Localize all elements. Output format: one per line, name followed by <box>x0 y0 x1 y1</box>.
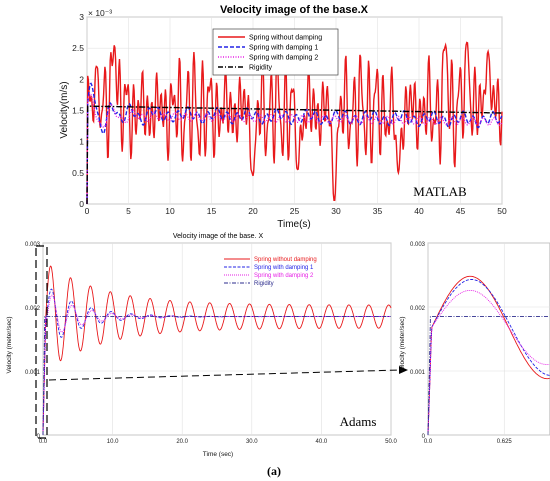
adams-legend-label-1: Spring without damping <box>254 257 317 263</box>
zoom-y-tick-label: 0.002 <box>410 306 426 312</box>
matlab-x-tick-label: 25 <box>290 206 300 216</box>
adams-x-tick-label: 0.0 <box>39 439 48 445</box>
adams-y-axis-label: Velocity (meter/sec) <box>6 316 13 373</box>
adams-series-spring-with-damping-2 <box>42 294 391 436</box>
matlab-x-tick-label: 50 <box>497 206 507 216</box>
matlab-tag: MATLAB <box>413 184 467 199</box>
adams-y-tick-label: 0.002 <box>25 306 41 312</box>
zoom-plot-area <box>427 242 550 436</box>
adams-x-axis-label: Time (sec) <box>203 451 233 458</box>
adams-x-ticks: 0.0 10.0 20.0 30.0 40.0 50.0 <box>39 439 398 445</box>
matlab-y-tick-label: 0.5 <box>72 168 84 178</box>
matlab-chart: 0 5 10 15 20 25 30 35 40 45 50 0 0.5 1 1.5 2 2.5 3 Veloc… <box>59 4 507 230</box>
adams-legend: Spring without damping Spring with dampi… <box>224 257 317 287</box>
matlab-x-tick-label: 45 <box>456 206 466 216</box>
zoom-grid <box>427 242 550 436</box>
zoom-y-tick-label: 0.001 <box>410 370 426 376</box>
figure-caption: (a) <box>267 464 281 478</box>
zoom-arrow-head <box>399 366 408 374</box>
series-spring-with-damping-2 <box>86 92 503 205</box>
adams-title: Velocity image of the base. X <box>173 233 264 240</box>
matlab-y-tick-label: 2 <box>79 74 84 84</box>
zoom-arrow-line <box>48 369 401 381</box>
matlab-x-tick-label: 40 <box>414 206 424 216</box>
matlab-title: Velocity image of the base.X <box>220 4 369 16</box>
matlab-x-tick-label: 10 <box>165 206 175 216</box>
matlab-y-axis-label: Velocity(m/s) <box>59 81 70 138</box>
zoom-y-tick-label: 0.003 <box>410 242 426 248</box>
adams-y-ticks: 0 0.001 0.002 0.003 <box>25 242 41 440</box>
zoom-y-ticks: 0 0.001 0.002 0.003 <box>410 242 426 440</box>
matlab-x-tick-label: 0 <box>85 206 90 216</box>
zoom-x-ticks: 0.0 0.625 <box>424 439 513 445</box>
matlab-exponent-label: × 10⁻³ <box>88 8 112 18</box>
adams-legend-label-3: Spring with damping 2 <box>254 273 314 279</box>
adams-zoom-chart: 0.0 0.625 0 0.001 0.002 0.003 Velocity (mete… <box>399 242 550 445</box>
zoom-series-spring-without-damping <box>427 275 550 436</box>
adams-grid <box>42 242 392 436</box>
matlab-legend: Spring without damping Spring with dampi… <box>212 28 339 76</box>
adams-series <box>42 265 392 436</box>
adams-x-tick-label: 10.0 <box>107 439 119 445</box>
matlab-x-tick-label: 5 <box>126 206 131 216</box>
adams-tag: Adams <box>340 414 377 429</box>
adams-x-tick-label: 20.0 <box>176 439 188 445</box>
matlab-y-ticks: 0 0.5 1 1.5 2 2.5 3 <box>72 12 84 209</box>
matlab-legend-label-2: Spring with damping 1 <box>249 45 318 52</box>
matlab-y-tick-label: 0 <box>79 199 84 209</box>
matlab-x-tick-label: 20 <box>248 206 258 216</box>
adams-plot-area <box>42 242 392 436</box>
zoom-series-rigidity <box>427 316 550 436</box>
matlab-legend-label-1: Spring without damping <box>249 35 322 42</box>
adams-y-tick-label: 0.003 <box>25 242 41 248</box>
zoom-x-tick-label: 0.0 <box>424 439 433 445</box>
matlab-x-axis-label: Time(s) <box>277 219 311 230</box>
zoom-highlight-box <box>35 245 48 439</box>
adams-x-tick-label: 50.0 <box>385 439 397 445</box>
matlab-y-tick-label: 2.5 <box>72 43 84 53</box>
adams-series-rigidity <box>42 316 391 436</box>
matlab-y-tick-label: 3 <box>79 12 84 22</box>
zoom-series-spring-with-damping-1 <box>427 279 550 436</box>
matlab-y-tick-label: 1 <box>79 137 84 147</box>
matlab-legend-label-4: Rigidity <box>249 65 272 72</box>
matlab-x-tick-label: 15 <box>207 206 217 216</box>
adams-legend-label-2: Spring with damping 1 <box>254 265 314 271</box>
zoom-y-tick-label: 0 <box>422 434 426 440</box>
matlab-x-tick-label: 35 <box>373 206 383 216</box>
adams-chart: 0.0 10.0 20.0 30.0 40.0 50.0 0 0.001 0.002 0.003… <box>6 233 408 458</box>
series-rigidity <box>86 105 502 205</box>
adams-series-spring-without-damping <box>42 265 392 436</box>
adams-y-tick-label: 0 <box>37 434 41 440</box>
matlab-x-tick-label: 30 <box>331 206 341 216</box>
matlab-y-tick-label: 1.5 <box>72 106 84 116</box>
adams-x-tick-label: 30.0 <box>246 439 258 445</box>
adams-y-tick-label: 0.001 <box>25 370 41 376</box>
zoom-y-axis-label: Velocity (meter/sec) <box>399 316 406 373</box>
series-spring-without-damping <box>86 41 503 205</box>
zoom-series <box>427 275 550 436</box>
adams-legend-label-4: Rigidity <box>254 281 274 287</box>
matlab-x-ticks: 0 5 10 15 20 25 30 35 40 45 50 <box>85 206 507 216</box>
adams-x-tick-label: 40.0 <box>316 439 328 445</box>
zoom-x-tick-label: 0.625 <box>497 439 513 445</box>
zoom-series-spring-with-damping-2 <box>427 289 550 436</box>
matlab-legend-label-3: Spring with damping 2 <box>249 55 318 62</box>
matlab-series <box>86 41 503 205</box>
